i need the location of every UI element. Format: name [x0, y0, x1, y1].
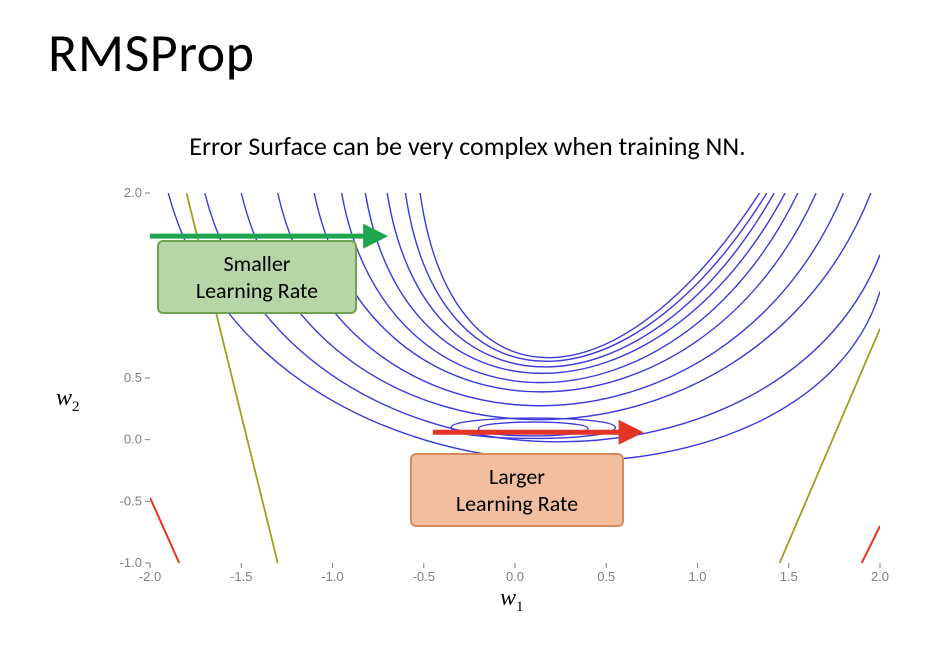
slide-title: RMSProp — [48, 20, 255, 86]
callout-larger-line1: Larger — [412, 463, 622, 491]
svg-text:-0.5: -0.5 — [120, 493, 142, 508]
callout-larger-line2: Learning Rate — [412, 490, 622, 518]
svg-text:-0.5: -0.5 — [413, 569, 435, 584]
svg-text:0.0: 0.0 — [124, 432, 142, 447]
svg-text:2.0: 2.0 — [124, 185, 142, 200]
svg-text:1.0: 1.0 — [688, 569, 706, 584]
svg-text:0.5: 0.5 — [597, 569, 615, 584]
svg-text:0.0: 0.0 — [506, 569, 524, 584]
callout-smaller-line1: Smaller — [159, 250, 355, 278]
slide-subtitle: Error Surface can be very complex when t… — [0, 130, 935, 162]
svg-text:2.0: 2.0 — [871, 569, 889, 584]
callout-smaller-lr: Smaller Learning Rate — [157, 240, 357, 314]
svg-text:1.5: 1.5 — [780, 569, 798, 584]
svg-text:0.5: 0.5 — [124, 370, 142, 385]
slide: RMSProp Error Surface can be very comple… — [0, 0, 935, 648]
callout-smaller-line2: Learning Rate — [159, 277, 355, 305]
chart-area: w2 w1 -2.0-1.5-1.0-0.50.00.51.01.52.0-1.… — [50, 185, 900, 615]
svg-text:-1.0: -1.0 — [120, 555, 142, 570]
svg-text:-2.0: -2.0 — [139, 569, 161, 584]
callout-larger-lr: Larger Learning Rate — [410, 453, 624, 527]
svg-text:-1.0: -1.0 — [321, 569, 343, 584]
svg-text:-1.5: -1.5 — [230, 569, 252, 584]
